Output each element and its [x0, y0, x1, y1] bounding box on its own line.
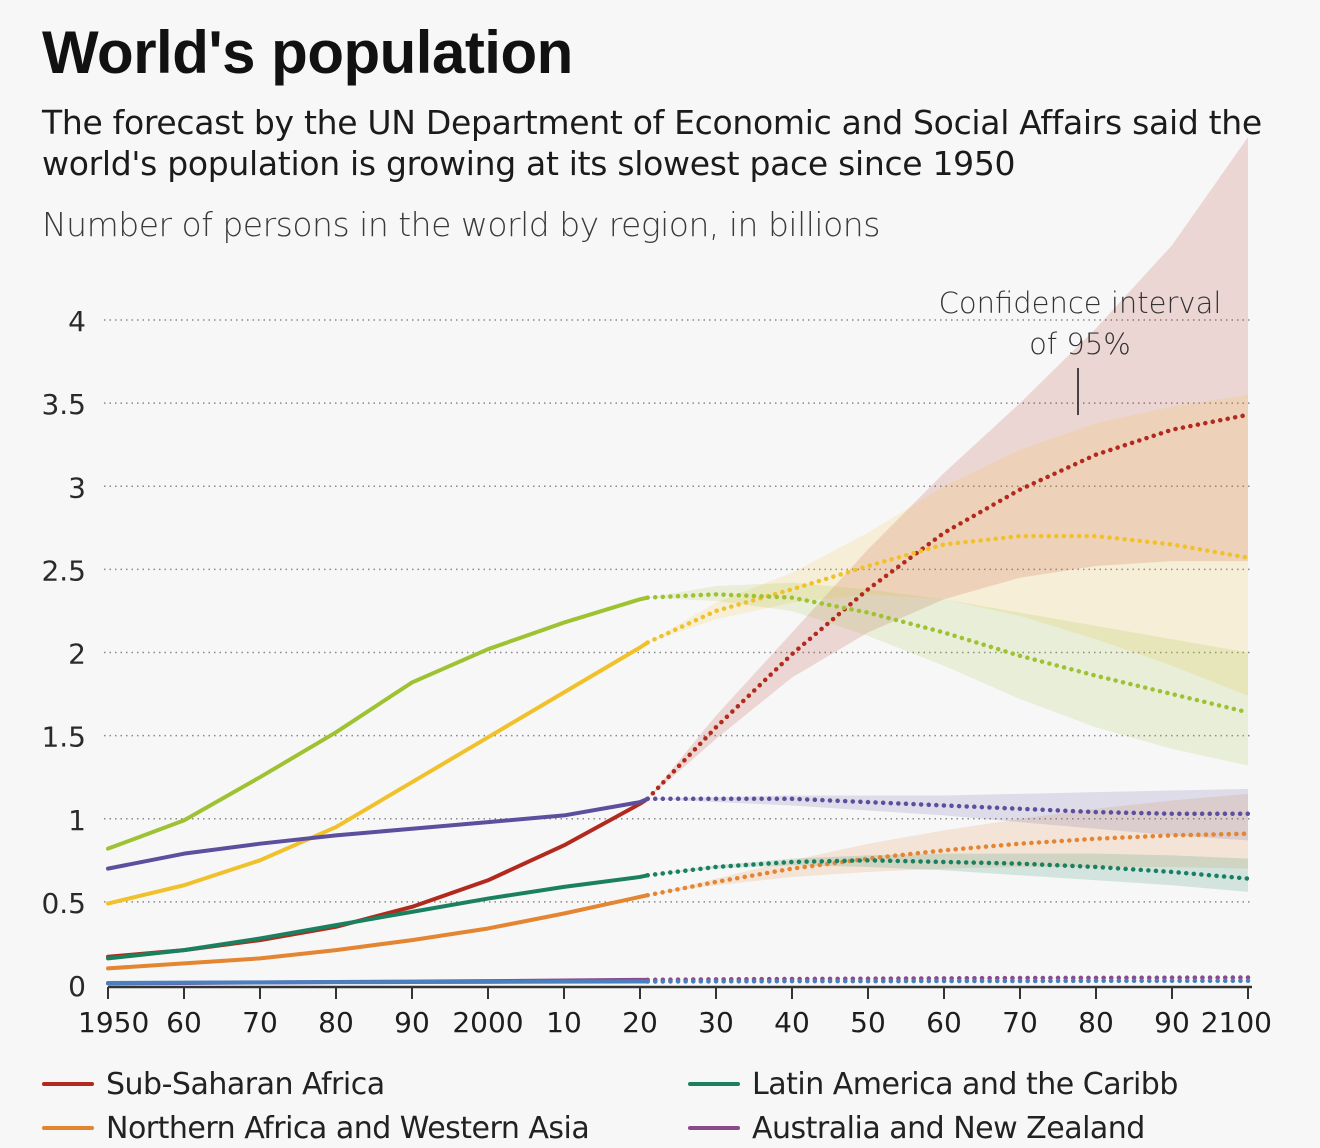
series-lines — [106, 412, 1251, 986]
x-tick-label: 70 — [242, 1006, 278, 1039]
series-line-historical — [106, 796, 650, 871]
confidence-band — [647, 137, 1248, 799]
x-tick-label: 20 — [622, 1006, 658, 1039]
legend-swatch — [688, 1126, 740, 1130]
series-line-historical — [106, 873, 650, 961]
y-tick-label: 0.5 — [41, 887, 86, 920]
x-tick-label: 90 — [394, 1006, 430, 1039]
legend-label: Latin America and the Caribb — [752, 1066, 1178, 1102]
series-line-projection — [645, 978, 1251, 984]
legend-item: Sub-Saharan Africa — [42, 1064, 385, 1104]
confidence-band — [647, 394, 1248, 696]
confidence-band — [647, 582, 1248, 766]
chart-subtitle: The forecast by the UN Department of Eco… — [42, 103, 1262, 183]
series-line-projection — [645, 533, 1251, 645]
y-tick-label: 0 — [68, 970, 86, 1003]
confidence-bands — [647, 137, 1248, 896]
series-line-historical — [106, 796, 650, 959]
confidence-band — [647, 853, 1248, 892]
x-tick-label: 80 — [318, 1006, 354, 1039]
series-line-projection — [645, 831, 1251, 898]
x-tick-label: 2000 — [452, 1006, 523, 1039]
x-tick-label: 40 — [774, 1006, 810, 1039]
legend-label: Northern Africa and Western Asia — [106, 1110, 590, 1146]
series-line-historical — [106, 595, 650, 851]
legend-item: Latin America and the Caribb — [688, 1064, 1178, 1104]
series-line-projection — [645, 796, 1251, 817]
tick-labels: 0 0.5 1 1.5 2 2.5 3 3.5 4 1950 60 70 80 90 2000 10 20 30 4… — [41, 305, 1272, 1039]
series-line-projection — [645, 975, 1251, 983]
annotation-text: of 95% — [1029, 327, 1131, 361]
series-line-historical — [106, 979, 650, 986]
chart-title: World's population — [42, 19, 573, 86]
y-tick-label: 2 — [68, 638, 86, 671]
x-axis — [107, 985, 1252, 999]
confidence-band — [647, 788, 1248, 841]
x-tick-label: 70 — [1002, 1006, 1038, 1039]
legend-swatch — [42, 1126, 94, 1130]
annotation-text: Confidence interval — [939, 286, 1222, 320]
y-tick-label: 4 — [68, 305, 86, 338]
x-tick-label: 2100 — [1201, 1006, 1272, 1039]
x-tick-label: 1950 — [78, 1006, 149, 1039]
series-line-projection — [645, 592, 1251, 715]
series-line-historical — [106, 640, 650, 906]
series-line-projection — [645, 412, 1251, 802]
x-tick-label: 60 — [926, 1006, 962, 1039]
legend-label: Australia and New Zealand — [752, 1110, 1145, 1146]
x-tick-label: 60 — [166, 1006, 202, 1039]
y-tick-label: 3 — [68, 471, 86, 504]
x-tick-label: 80 — [1078, 1006, 1114, 1039]
series-line-historical — [106, 893, 650, 971]
legend-item: Australia and New Zealand — [688, 1108, 1145, 1148]
unit-label: Number of persons in the world by region… — [42, 205, 880, 244]
legend-item: Northern Africa and Western Asia — [42, 1108, 590, 1148]
x-tick-label: 90 — [1154, 1006, 1190, 1039]
legend-label: Sub-Saharan Africa — [106, 1066, 385, 1102]
annotation: Confidence interval of 95% — [939, 286, 1222, 415]
series-line-projection — [645, 858, 1251, 881]
x-tick-label: 50 — [850, 1006, 886, 1039]
legend-swatch — [42, 1082, 94, 1086]
y-tick-label: 3.5 — [41, 388, 86, 421]
x-tick-label: 10 — [546, 1006, 582, 1039]
y-tick-label: 1 — [68, 804, 86, 837]
y-tick-label: 2.5 — [41, 554, 86, 587]
y-tick-label: 1.5 — [41, 721, 86, 754]
x-tick-label: 30 — [698, 1006, 734, 1039]
legend-swatch — [688, 1082, 740, 1086]
